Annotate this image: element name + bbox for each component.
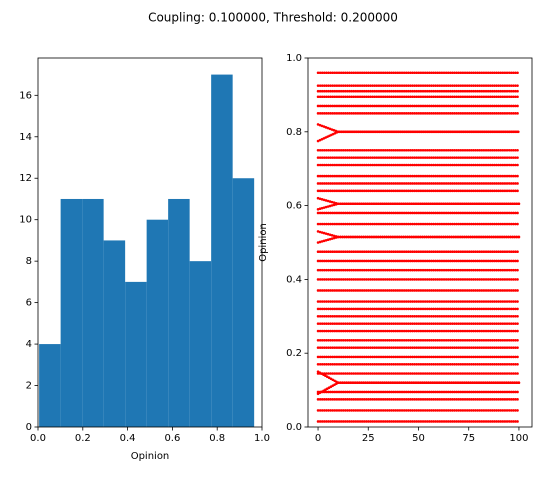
x-tick-label: 0.2 bbox=[75, 433, 91, 444]
x-tick-label: 0 bbox=[315, 433, 321, 444]
histogram-bar bbox=[232, 178, 255, 427]
y-tick-label: 10 bbox=[19, 215, 32, 226]
x-tick-label: 0.8 bbox=[209, 433, 225, 444]
opinion-trace bbox=[316, 196, 521, 206]
histogram-bar bbox=[103, 240, 126, 427]
y-tick-label: 0.0 bbox=[286, 422, 302, 433]
y-axis-label: Opinion bbox=[258, 223, 269, 262]
y-tick-label: 0.2 bbox=[286, 348, 302, 359]
axes-frame bbox=[37, 57, 263, 428]
histogram-bar bbox=[211, 74, 233, 428]
histogram-bar bbox=[82, 198, 104, 427]
x-tick-label: 25 bbox=[362, 433, 375, 444]
y-tick-label: 14 bbox=[19, 132, 32, 143]
y-tick-label: 1.0 bbox=[286, 53, 302, 64]
histogram-bar bbox=[168, 198, 190, 427]
x-tick-label: 0.6 bbox=[164, 433, 180, 444]
x-tick-label: 0.4 bbox=[120, 433, 136, 444]
y-tick-label: 8 bbox=[26, 256, 32, 267]
histogram-bar bbox=[39, 344, 61, 427]
opinion-trace bbox=[316, 230, 521, 239]
axes-frame bbox=[307, 57, 533, 428]
y-tick-label: 4 bbox=[26, 339, 32, 350]
x-tick-label: 75 bbox=[462, 433, 475, 444]
x-tick-label: 0.0 bbox=[30, 433, 46, 444]
x-axis-label: Opinion bbox=[131, 451, 170, 462]
y-tick-label: 0.4 bbox=[286, 274, 302, 285]
histogram-bar bbox=[146, 219, 169, 427]
figure-title: Coupling: 0.100000, Threshold: 0.200000 bbox=[148, 11, 398, 25]
histogram-bar bbox=[60, 198, 83, 427]
y-tick-label: 0.6 bbox=[286, 201, 302, 212]
x-tick-label: 50 bbox=[412, 433, 425, 444]
histogram-bar bbox=[189, 261, 212, 427]
y-tick-label: 0 bbox=[26, 422, 32, 433]
x-tick-label: 100 bbox=[509, 433, 528, 444]
opinion-trace bbox=[316, 370, 521, 385]
y-tick-label: 12 bbox=[19, 173, 32, 184]
y-tick-label: 16 bbox=[19, 90, 32, 101]
y-tick-label: 2 bbox=[26, 381, 32, 392]
y-tick-label: 0.8 bbox=[286, 127, 302, 138]
y-tick-label: 6 bbox=[26, 298, 32, 309]
x-tick-label: 1.0 bbox=[254, 433, 270, 444]
histogram-bar bbox=[125, 281, 147, 427]
opinion-trace bbox=[316, 123, 521, 134]
